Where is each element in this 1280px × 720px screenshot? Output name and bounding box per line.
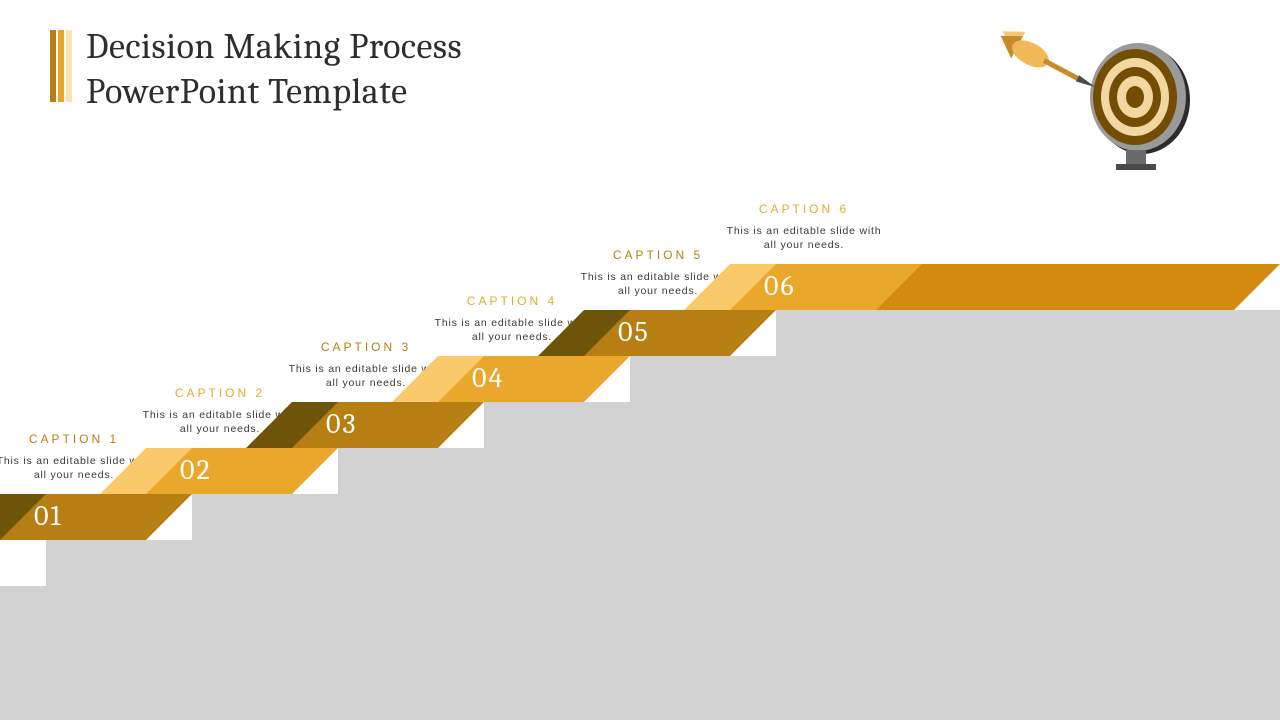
step-number-1: 01 — [34, 500, 63, 532]
title-bar-1 — [50, 30, 56, 102]
title-line-1: Decision Making Process — [86, 24, 462, 69]
caption-title-3: CAPTION 3 — [286, 340, 446, 354]
step-number-2: 02 — [180, 454, 212, 486]
title-bar-3 — [66, 30, 72, 102]
title-line-2: PowerPoint Template — [86, 69, 462, 114]
caption-body-6: This is an editable slide with all your … — [724, 224, 884, 252]
caption-title-6: CAPTION 6 — [724, 202, 884, 216]
title-bar-2 — [58, 30, 64, 102]
caption-title-1: CAPTION 1 — [0, 432, 154, 446]
slide-title-block: Decision Making Process PowerPoint Templ… — [50, 24, 462, 114]
lower-gray-fill — [0, 586, 1280, 720]
dart-icon — [980, 18, 1100, 118]
caption-title-2: CAPTION 2 — [140, 386, 300, 400]
slide-title: Decision Making Process PowerPoint Templ… — [86, 24, 462, 114]
caption-title-4: CAPTION 4 — [432, 294, 592, 308]
caption-title-5: CAPTION 5 — [578, 248, 738, 262]
step-number-6: 06 — [764, 270, 796, 302]
step-number-4: 04 — [472, 362, 504, 394]
step-number-5: 05 — [618, 316, 650, 348]
caption-6: CAPTION 6 This is an editable slide with … — [724, 202, 884, 252]
step-number-3: 03 — [326, 408, 357, 440]
title-accent-bars — [50, 30, 72, 102]
